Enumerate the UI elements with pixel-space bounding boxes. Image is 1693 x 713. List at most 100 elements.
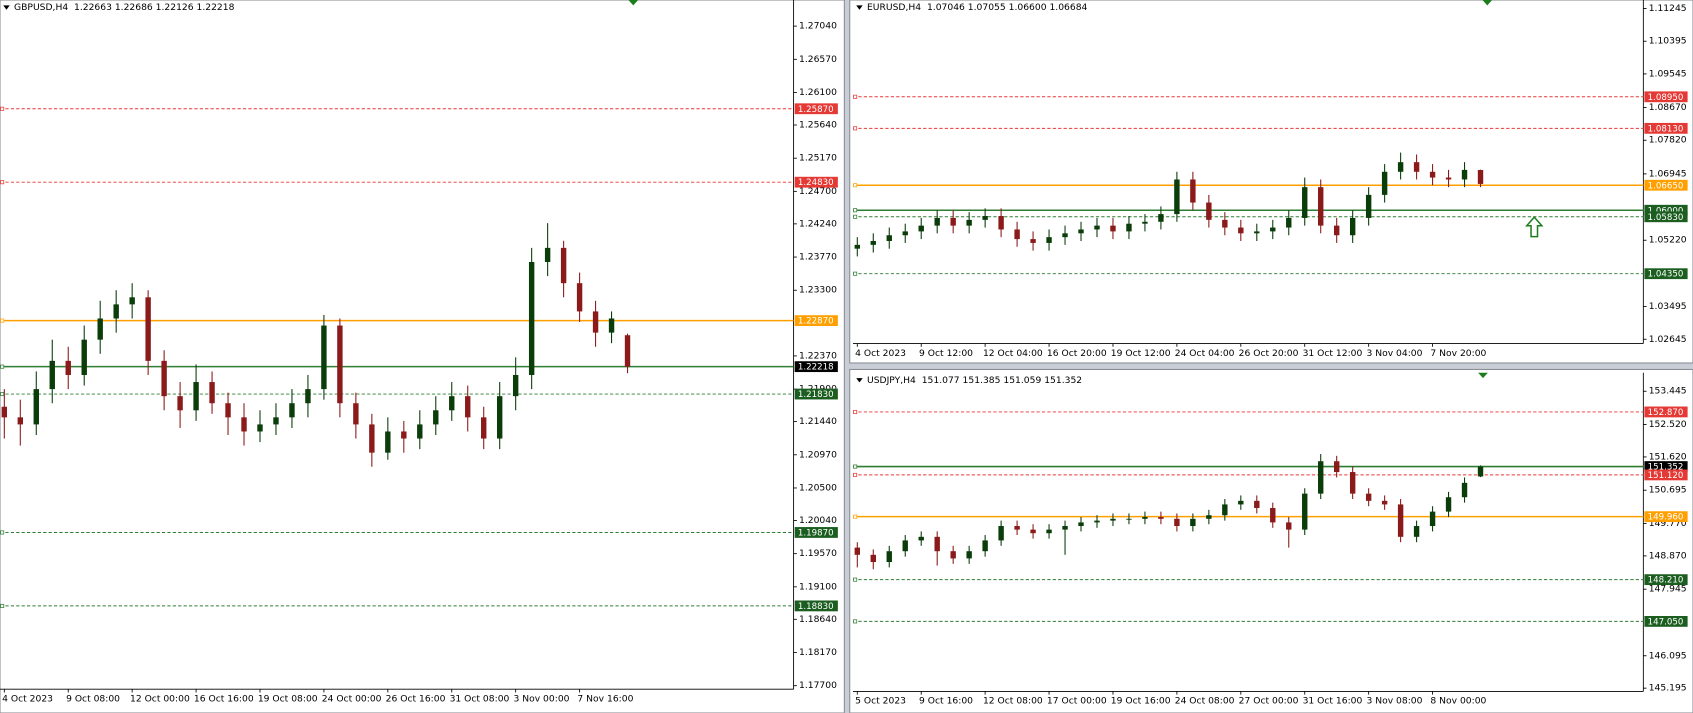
candle-body (998, 526, 1004, 541)
candle-body (496, 396, 503, 439)
level-marker (853, 271, 858, 276)
y-tick-label: 149.770 (1649, 518, 1687, 529)
level-tag (794, 103, 838, 115)
candle-body (918, 536, 924, 541)
title-arrow (3, 5, 10, 10)
candle-body (1365, 194, 1372, 218)
candle-body (560, 247, 567, 284)
candle-body (1286, 522, 1292, 530)
level-label: 1.04350 (1648, 270, 1684, 280)
level-tag (794, 600, 838, 612)
candle-body (544, 247, 551, 262)
y-tick-label: 1.26100 (799, 87, 837, 98)
candle-body (854, 244, 860, 249)
level-tag (1644, 211, 1688, 223)
level-tag (1644, 91, 1688, 103)
candle-body (1206, 515, 1212, 519)
level-marker (853, 619, 858, 624)
y-tick-label: 1.10395 (1649, 36, 1687, 47)
y-tick-label: 1.19570 (799, 548, 837, 559)
candle-body (870, 554, 876, 563)
level-tag (794, 361, 838, 373)
level-marker (0, 392, 5, 397)
candle-body (886, 551, 892, 563)
candle-body (982, 216, 988, 220)
y-tick-label: 1.08670 (1649, 102, 1687, 113)
level-label: 147.050 (1648, 617, 1684, 627)
candle-body (624, 335, 631, 367)
candle-body (449, 396, 455, 411)
candle-body (1174, 179, 1180, 215)
candle-body (1126, 223, 1132, 232)
level-marker (853, 183, 858, 188)
candle-body (1014, 526, 1020, 530)
x-tick-label: 31 Oct 16:00 (1303, 696, 1363, 707)
candle-body (1413, 162, 1420, 172)
x-tick-label: 26 Oct 20:00 (1239, 348, 1299, 359)
candle-body (1142, 221, 1148, 224)
y-tick-label: 1.06945 (1649, 168, 1687, 179)
y-tick-label: 1.20970 (799, 449, 837, 460)
x-tick-label: 3 Nov 04:00 (1366, 348, 1422, 359)
y-tick-label: 1.18170 (799, 647, 837, 658)
y-tick-label: 1.25640 (799, 119, 837, 130)
panel-background (849, 0, 1693, 364)
y-tick-label: 151.620 (1649, 451, 1687, 462)
y-tick-label: 1.26570 (799, 54, 837, 65)
candle-body (81, 339, 87, 375)
candle-body (129, 297, 135, 305)
candle-body (1477, 466, 1484, 477)
candle-body (934, 536, 940, 552)
chart-title: EURUSD,H4 1.07046 1.07055 1.06600 1.0668… (867, 2, 1088, 13)
candle-body (433, 410, 439, 425)
candle-body (1094, 225, 1100, 230)
chart-panel: 1.11245 1.10395 1.09545 1.08670 1.07820 1.069… (849, 0, 1693, 364)
level-label: 1.08950 (1648, 93, 1684, 103)
candle-body (353, 403, 359, 425)
y-tick-label: 152.520 (1649, 419, 1687, 430)
candle-body (1333, 461, 1340, 473)
candle-body (934, 217, 940, 226)
y-tick-label: 146.095 (1649, 650, 1687, 661)
level-label: 1.06650 (1648, 181, 1684, 191)
candle-body (401, 431, 407, 439)
x-tick-label: 12 Oct 08:00 (983, 696, 1043, 707)
y-tick-label: 1.27040 (799, 21, 837, 32)
x-tick-label: 17 Oct 00:00 (1047, 696, 1107, 707)
level-label: 1.08130 (1648, 124, 1684, 134)
candle-body (950, 217, 956, 226)
candle-body (1429, 171, 1436, 178)
x-tick-label: 9 Oct 16:00 (919, 696, 973, 707)
candle-body (1238, 227, 1244, 234)
candle-body (902, 540, 908, 552)
level-label: 151.352 (1648, 463, 1684, 473)
candle-body (257, 424, 263, 432)
candle-body (193, 382, 199, 411)
level-marker (853, 94, 858, 99)
x-tick-label: 16 Oct 16:00 (194, 693, 254, 704)
candle-body (886, 235, 892, 242)
candle-body (966, 219, 972, 226)
level-tag (794, 176, 838, 188)
level-tag (1644, 179, 1688, 191)
y-tick-label: 1.25170 (799, 153, 837, 164)
shift-marker (1478, 372, 1488, 379)
level-marker (853, 208, 858, 213)
y-tick-label: 1.23300 (799, 285, 837, 296)
x-tick-label: 12 Oct 00:00 (130, 693, 190, 704)
level-label: 1.18830 (798, 602, 834, 612)
candle-body (918, 225, 924, 232)
candle-body (1030, 239, 1036, 243)
candle-body (65, 360, 71, 375)
level-tag (794, 315, 838, 327)
candle-body (1302, 187, 1308, 218)
level-tag (1644, 615, 1688, 627)
candle-body (1046, 237, 1052, 243)
level-tag (1644, 461, 1688, 472)
candle-body (1046, 529, 1052, 534)
chart-title: GBPUSD,H4 1.22663 1.22686 1.22126 1.2221… (14, 2, 235, 13)
panel-background (0, 0, 845, 713)
level-label: 1.25870 (798, 105, 834, 115)
candle-body (1302, 493, 1308, 530)
level-label: 148.210 (1648, 576, 1684, 586)
